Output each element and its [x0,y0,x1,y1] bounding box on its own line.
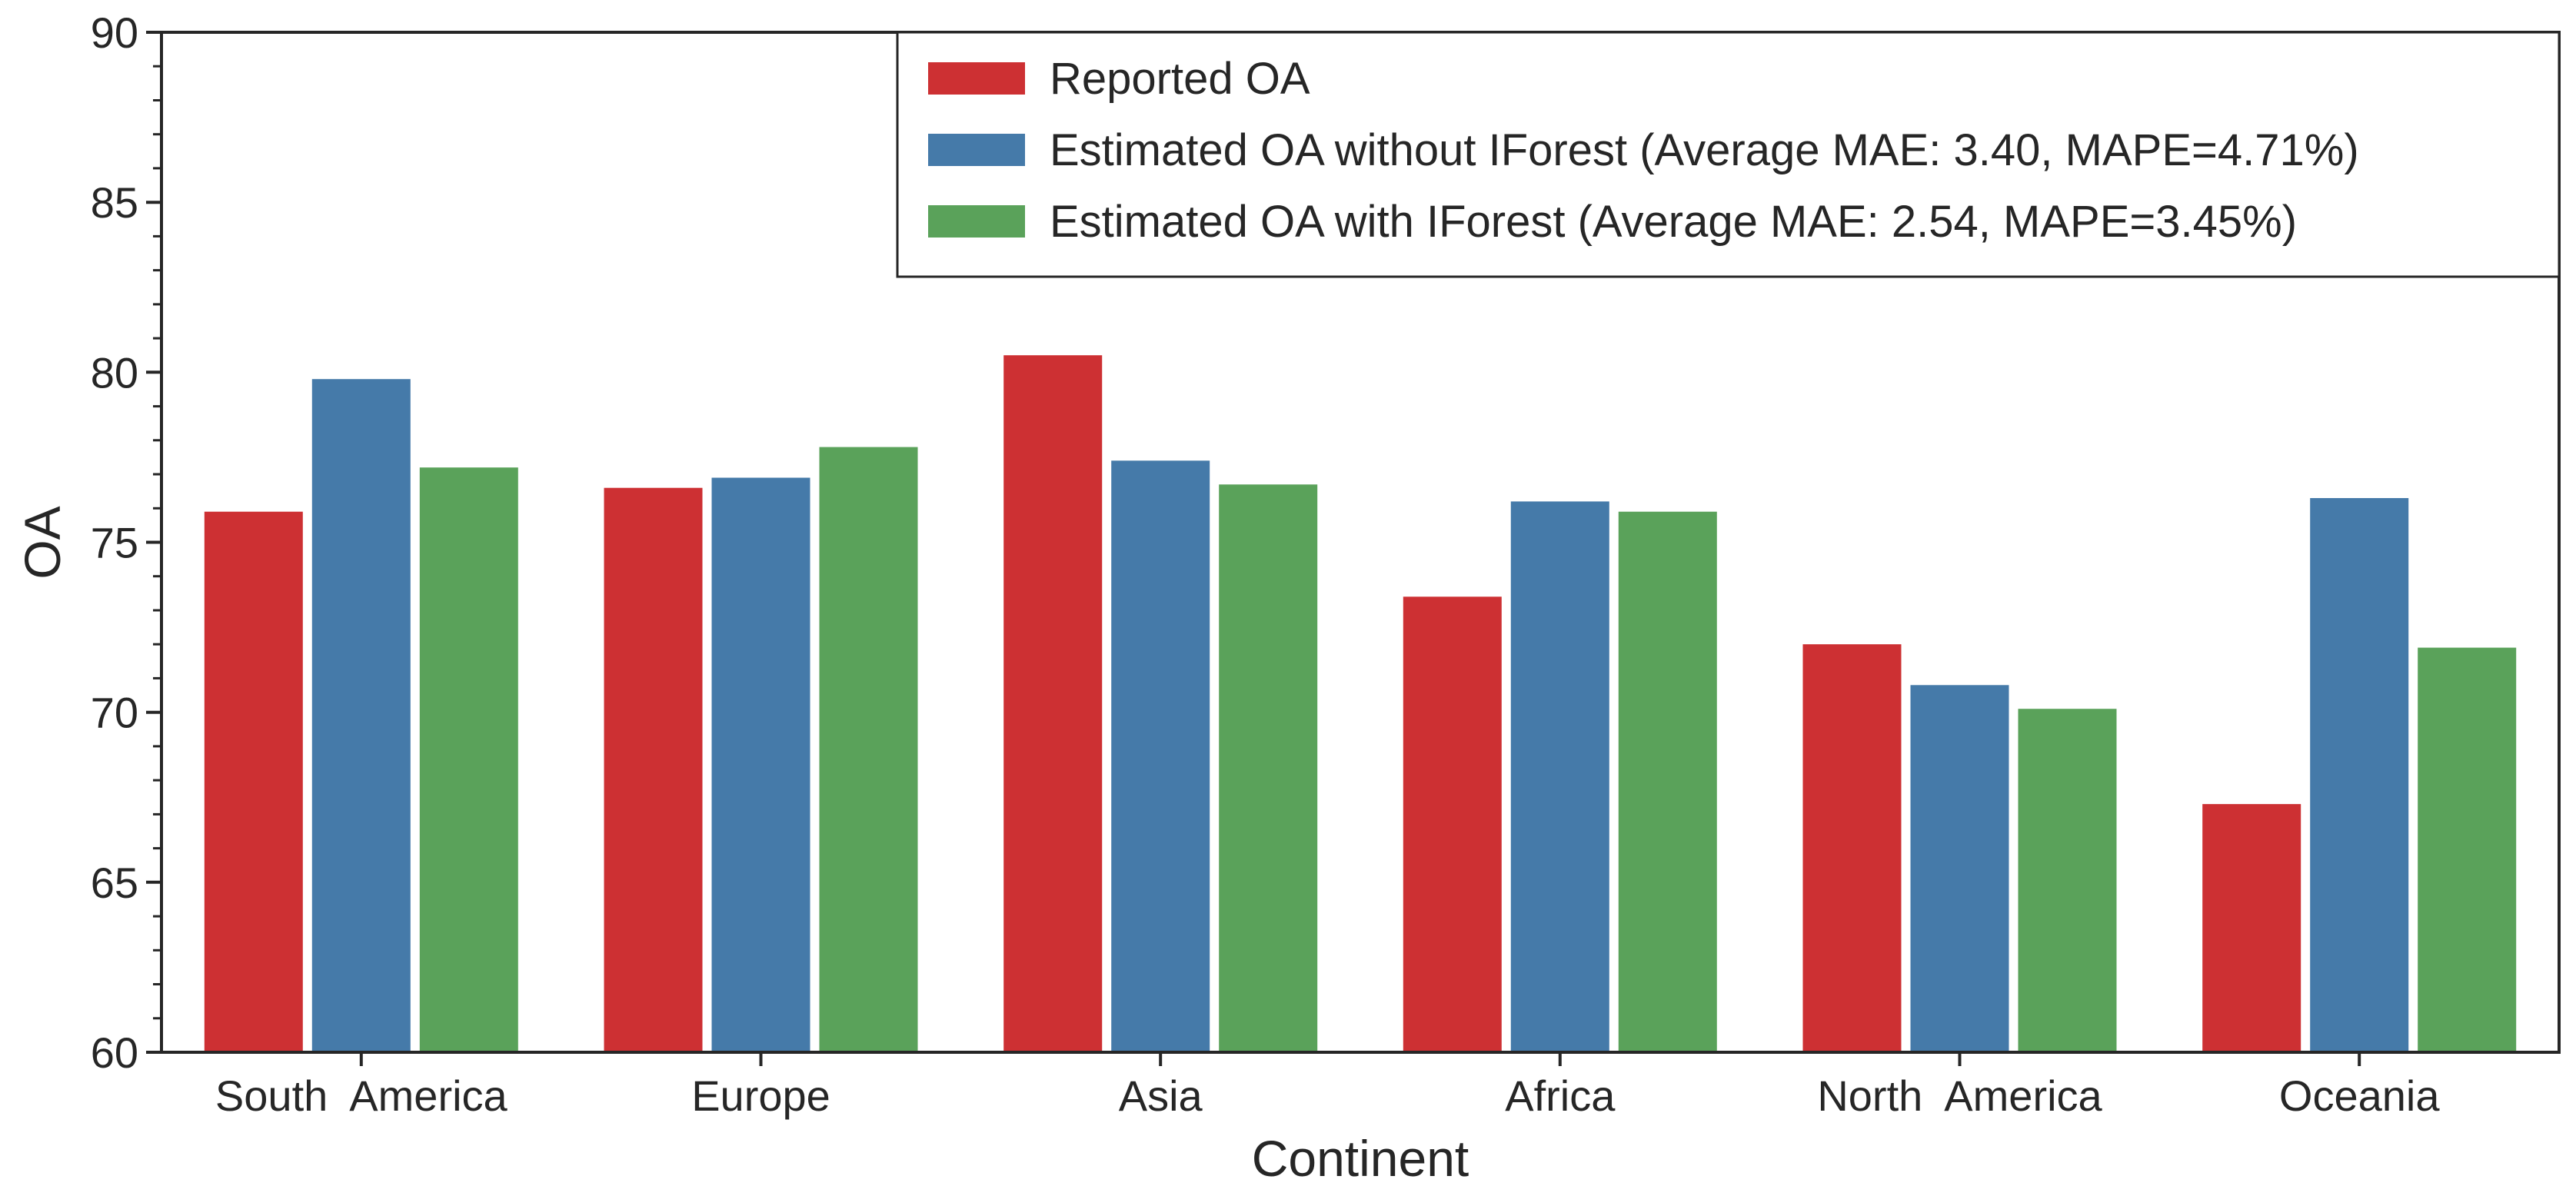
y-tick-label: 70 [91,689,138,737]
x-tick-label: Asia [1119,1071,1203,1120]
x-tick-label: Oceania [2279,1071,2440,1120]
x-tick-label: South America [215,1071,508,1120]
y-axis-title: OA [14,506,71,579]
bar-series-3-oceania [2418,647,2517,1052]
y-tick-label: 80 [91,348,138,397]
bar-series-3-europe [819,447,918,1052]
bar-series-1-europe [604,487,703,1052]
bar-series-2-europe [711,477,810,1052]
legend-swatch-3 [928,205,1025,238]
y-axis: 60 65 70 75 80 85 90 [91,8,161,1077]
bar-series-1-south-america [204,511,303,1052]
legend-label-2: Estimated OA without IForest (Average MA… [1050,125,2359,175]
bar-series-1-north-america [1802,644,1902,1052]
y-tick-label: 90 [91,8,138,57]
x-tick-label: North America [1817,1071,2102,1120]
y-tick-label: 75 [91,519,138,567]
bar-series-2-south-america [311,379,411,1052]
y-tick-label: 65 [91,859,138,907]
x-tick-label: Africa [1505,1071,1616,1120]
bar-series-1-africa [1403,596,1502,1052]
bar-series-3-africa [1618,511,1717,1052]
bar-series-3-south-america [419,467,518,1052]
bar-series-3-north-america [2018,709,2117,1052]
legend-label-3: Estimated OA with IForest (Average MAE: … [1050,197,2297,247]
x-tick-label: Europe [691,1071,830,1120]
bar-series-1-oceania [2202,804,2301,1052]
x-axis-title: Continent [1252,1130,1469,1187]
legend: Reported OA Estimated OA without IForest … [896,31,2561,278]
bar-series-2-oceania [2310,498,2409,1052]
bar-series-1-asia [1003,355,1103,1052]
y-tick-label: 85 [91,178,138,227]
legend-swatch-2 [928,134,1025,166]
bar-series-2-asia [1111,460,1210,1052]
bars-layer [204,355,2517,1052]
y-tick-label: 60 [91,1028,138,1077]
bar-series-2-north-america [1910,685,2009,1052]
legend-box [896,31,2561,278]
legend-label-1: Reported OA [1050,54,1310,104]
bar-series-3-asia [1219,484,1318,1052]
bar-series-2-africa [1510,501,1609,1052]
legend-swatch-1 [928,62,1025,95]
x-axis: South America Europe Asia Africa North Ameri… [215,1052,2440,1120]
